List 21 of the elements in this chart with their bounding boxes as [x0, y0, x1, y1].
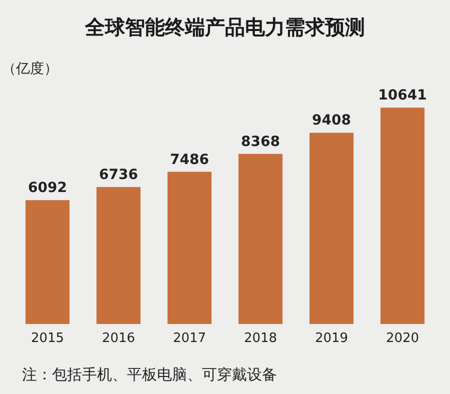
bar	[309, 132, 354, 324]
x-tick-label: 2015	[30, 331, 64, 346]
y-axis-title: （亿度）	[2, 61, 58, 77]
bar	[96, 187, 141, 324]
x-tick-label: 2016	[102, 331, 136, 346]
data-label: 10641	[378, 88, 427, 104]
data-label: 8368	[241, 134, 280, 150]
bar	[25, 200, 70, 324]
bar	[380, 108, 425, 324]
x-tick-label: 2017	[172, 331, 206, 346]
chart-title: 全球智能终端产品电力需求预测	[84, 15, 365, 39]
bar	[238, 154, 283, 324]
data-label: 7486	[170, 152, 209, 168]
data-label: 6736	[99, 167, 138, 184]
x-tick-label: 2019	[314, 331, 348, 346]
bar	[167, 172, 212, 324]
text: 注：包括手机、平板电脑、可穿戴设备	[22, 366, 277, 384]
data-label: 6092	[28, 180, 67, 196]
data-label: 9408	[312, 112, 351, 129]
x-tick-label: 2018	[244, 331, 278, 346]
x-tick-label: 2020	[386, 331, 420, 346]
